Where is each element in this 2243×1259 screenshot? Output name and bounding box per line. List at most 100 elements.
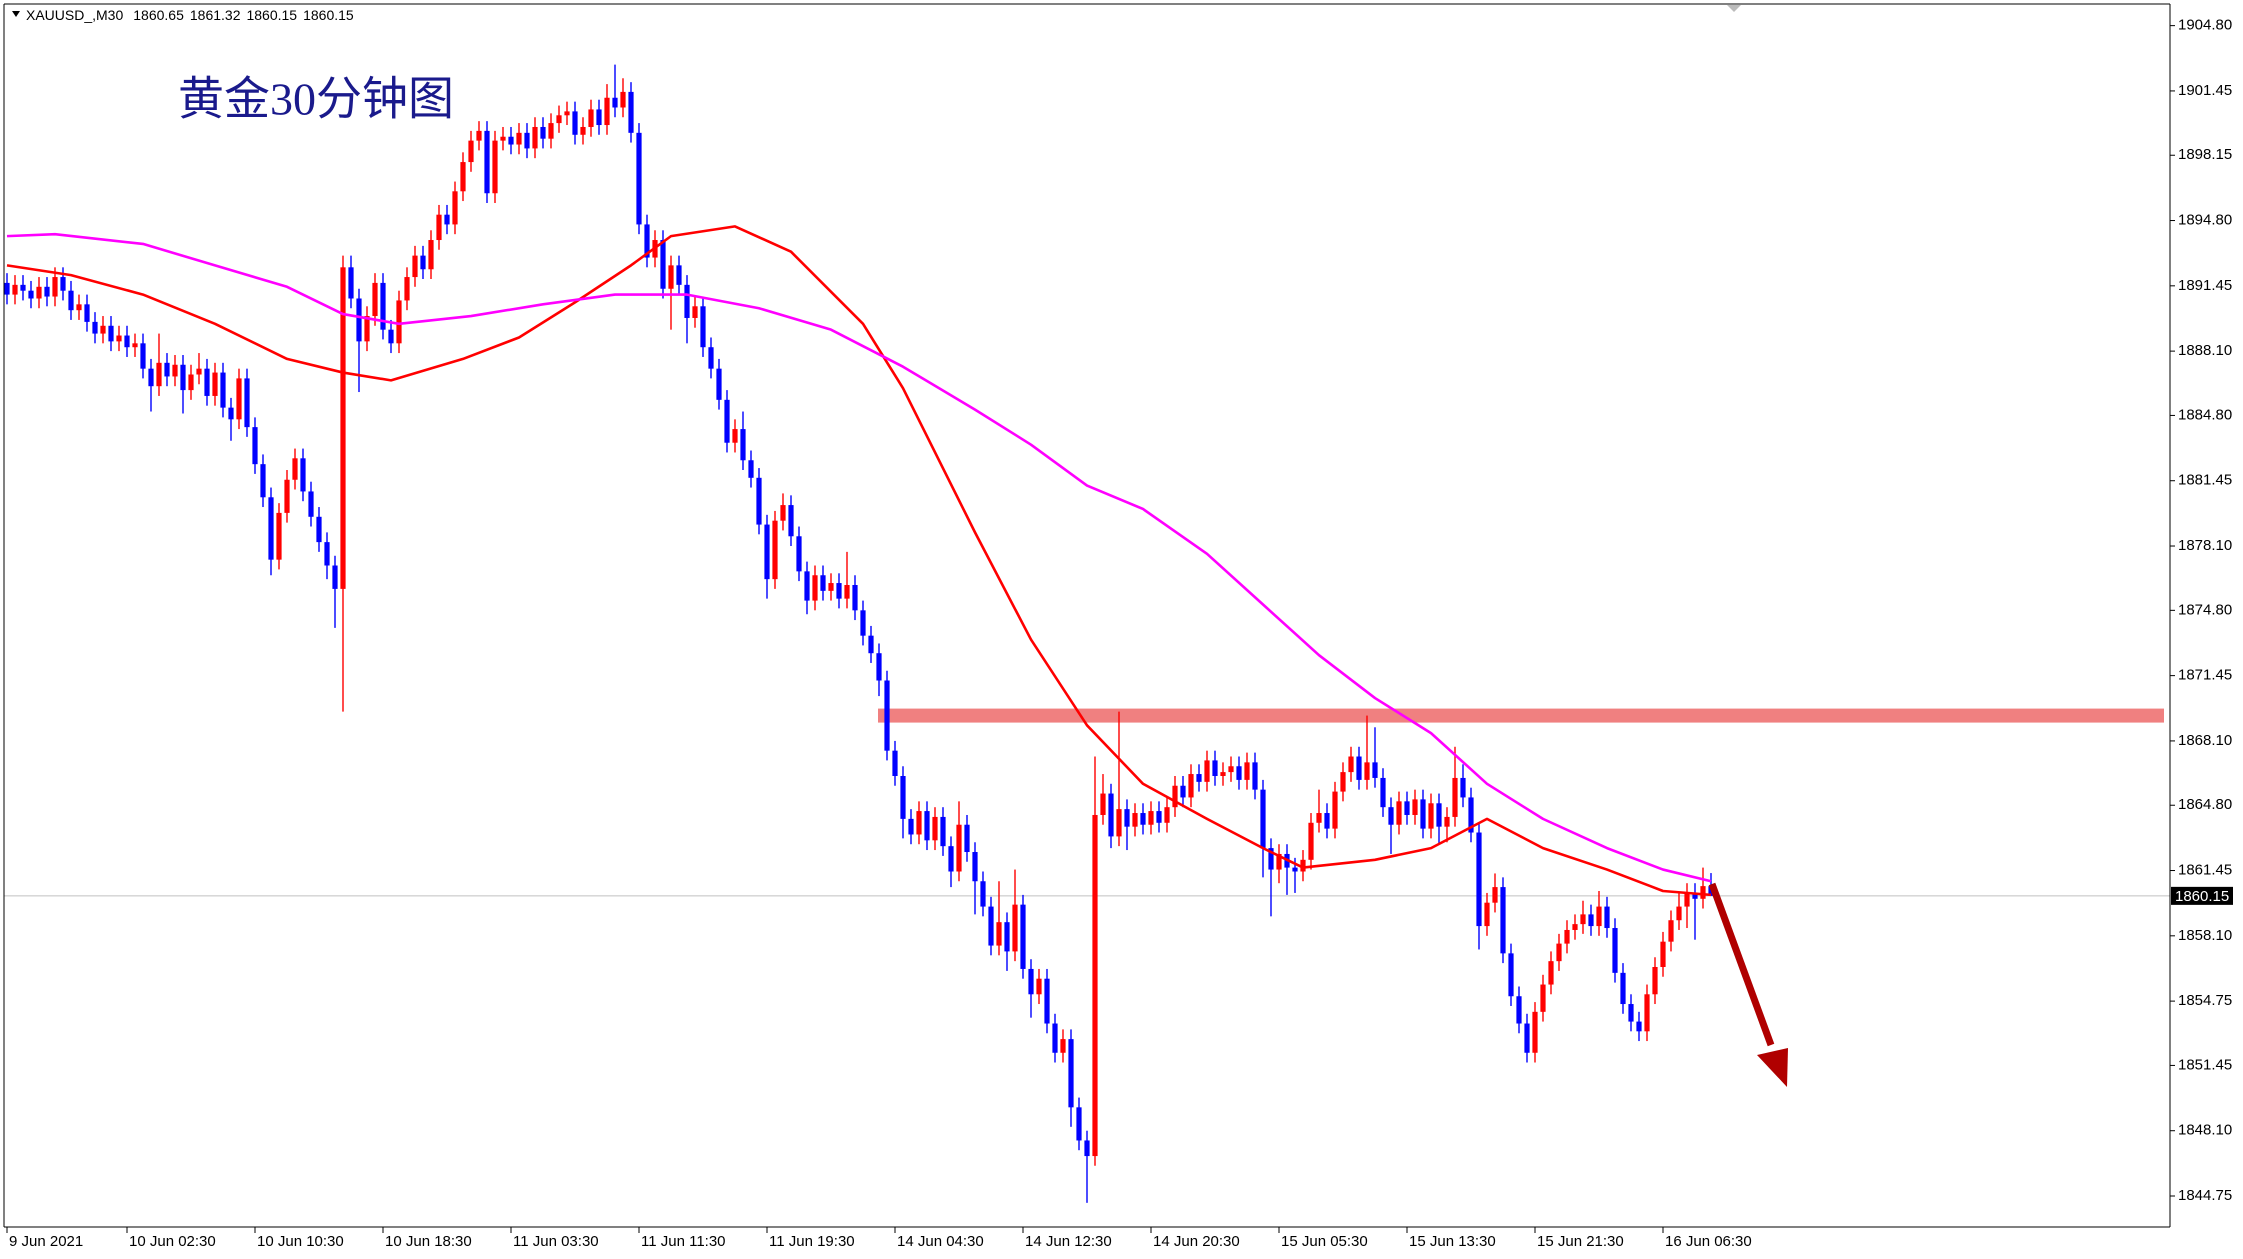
candle-body — [1556, 943, 1562, 962]
candle — [772, 510, 778, 589]
current-price-label: 1860.15 — [2175, 888, 2229, 905]
candle — [844, 551, 850, 609]
candle — [556, 105, 562, 133]
candle — [668, 255, 674, 330]
candle-body — [836, 583, 842, 599]
candle — [620, 78, 626, 118]
candle — [1476, 822, 1482, 950]
candle — [628, 82, 634, 143]
candle — [956, 801, 962, 882]
candle — [172, 355, 178, 387]
candle — [540, 117, 546, 149]
candle-body — [820, 575, 826, 591]
candle — [36, 277, 42, 309]
candle-body — [4, 282, 10, 295]
candle — [1140, 803, 1146, 835]
y-tick-label: 1868.10 — [2178, 732, 2232, 749]
y-tick-label: 1854.75 — [2178, 992, 2232, 1009]
candle-body — [52, 277, 58, 297]
candle-body — [1516, 996, 1522, 1024]
candle-body — [76, 304, 82, 311]
candle-body — [924, 811, 930, 841]
candle-body — [508, 136, 514, 145]
candle — [84, 294, 90, 332]
x-tick-label: 14 Jun 12:30 — [1025, 1233, 1112, 1250]
candle — [412, 245, 418, 287]
candle — [948, 836, 954, 888]
candle — [708, 337, 714, 379]
candle — [1260, 779, 1266, 878]
candle-body — [884, 680, 890, 751]
candle-body — [540, 126, 546, 139]
candle — [460, 152, 466, 202]
candle-body — [1572, 924, 1578, 930]
candle-body — [932, 816, 938, 841]
candle-body — [1124, 809, 1130, 827]
y-tick-label: 1864.80 — [2178, 796, 2232, 813]
candle — [572, 101, 578, 145]
candle-body — [1012, 904, 1018, 952]
candle — [1452, 746, 1458, 827]
candle — [740, 411, 746, 471]
candle — [1076, 1097, 1082, 1151]
candle-body — [1564, 929, 1570, 944]
candle-body — [492, 140, 498, 194]
candle-body — [1244, 762, 1250, 780]
candle — [508, 126, 514, 155]
candle-body — [1156, 811, 1162, 823]
candle — [820, 565, 826, 601]
candle-body — [1132, 813, 1138, 827]
candle — [564, 101, 570, 126]
candle-body — [236, 378, 242, 420]
candle-body — [1092, 814, 1098, 1157]
candle — [972, 842, 978, 915]
candle-body — [428, 240, 434, 270]
candle-body — [1548, 961, 1554, 985]
candle — [372, 273, 378, 326]
candle-body — [1508, 953, 1514, 997]
candle — [164, 353, 170, 387]
candle-body — [1412, 799, 1418, 815]
candle-body — [148, 368, 154, 387]
candle-body — [860, 610, 866, 636]
candle — [1644, 984, 1650, 1042]
candle — [444, 204, 450, 235]
candle-body — [1260, 789, 1266, 849]
candle — [436, 204, 442, 250]
y-tick-label: 1891.45 — [2178, 277, 2232, 294]
candle — [388, 319, 394, 354]
candle — [716, 358, 722, 410]
candle — [532, 117, 538, 159]
y-tick-label: 1901.45 — [2178, 82, 2232, 99]
candle-body — [1036, 978, 1042, 995]
candle-body — [1588, 914, 1594, 927]
candle-body — [908, 818, 914, 835]
candle — [1028, 959, 1034, 1018]
candle-body — [308, 491, 314, 517]
candle — [1444, 807, 1450, 843]
candle — [212, 362, 218, 406]
candle-body — [1068, 1039, 1074, 1108]
candle-body — [524, 132, 530, 149]
candle — [420, 245, 426, 280]
candle-body — [500, 136, 506, 141]
candle — [852, 575, 858, 621]
candle — [908, 809, 914, 845]
y-tick-label: 1894.80 — [2178, 212, 2232, 229]
candle-body — [764, 524, 770, 580]
candle — [684, 275, 690, 344]
x-tick-label: 15 Jun 05:30 — [1281, 1233, 1368, 1250]
candle-body — [1636, 1021, 1642, 1032]
candle — [1524, 1013, 1530, 1063]
candle-body — [1468, 797, 1474, 833]
candle — [1252, 752, 1258, 800]
candle-body — [868, 635, 874, 654]
candle — [132, 333, 138, 357]
candle-body — [1532, 1011, 1538, 1053]
candle-body — [364, 316, 370, 342]
header-open: 1860.65 — [133, 7, 184, 23]
candle-body — [220, 372, 226, 408]
candle-body — [724, 399, 730, 443]
candle — [804, 561, 810, 615]
